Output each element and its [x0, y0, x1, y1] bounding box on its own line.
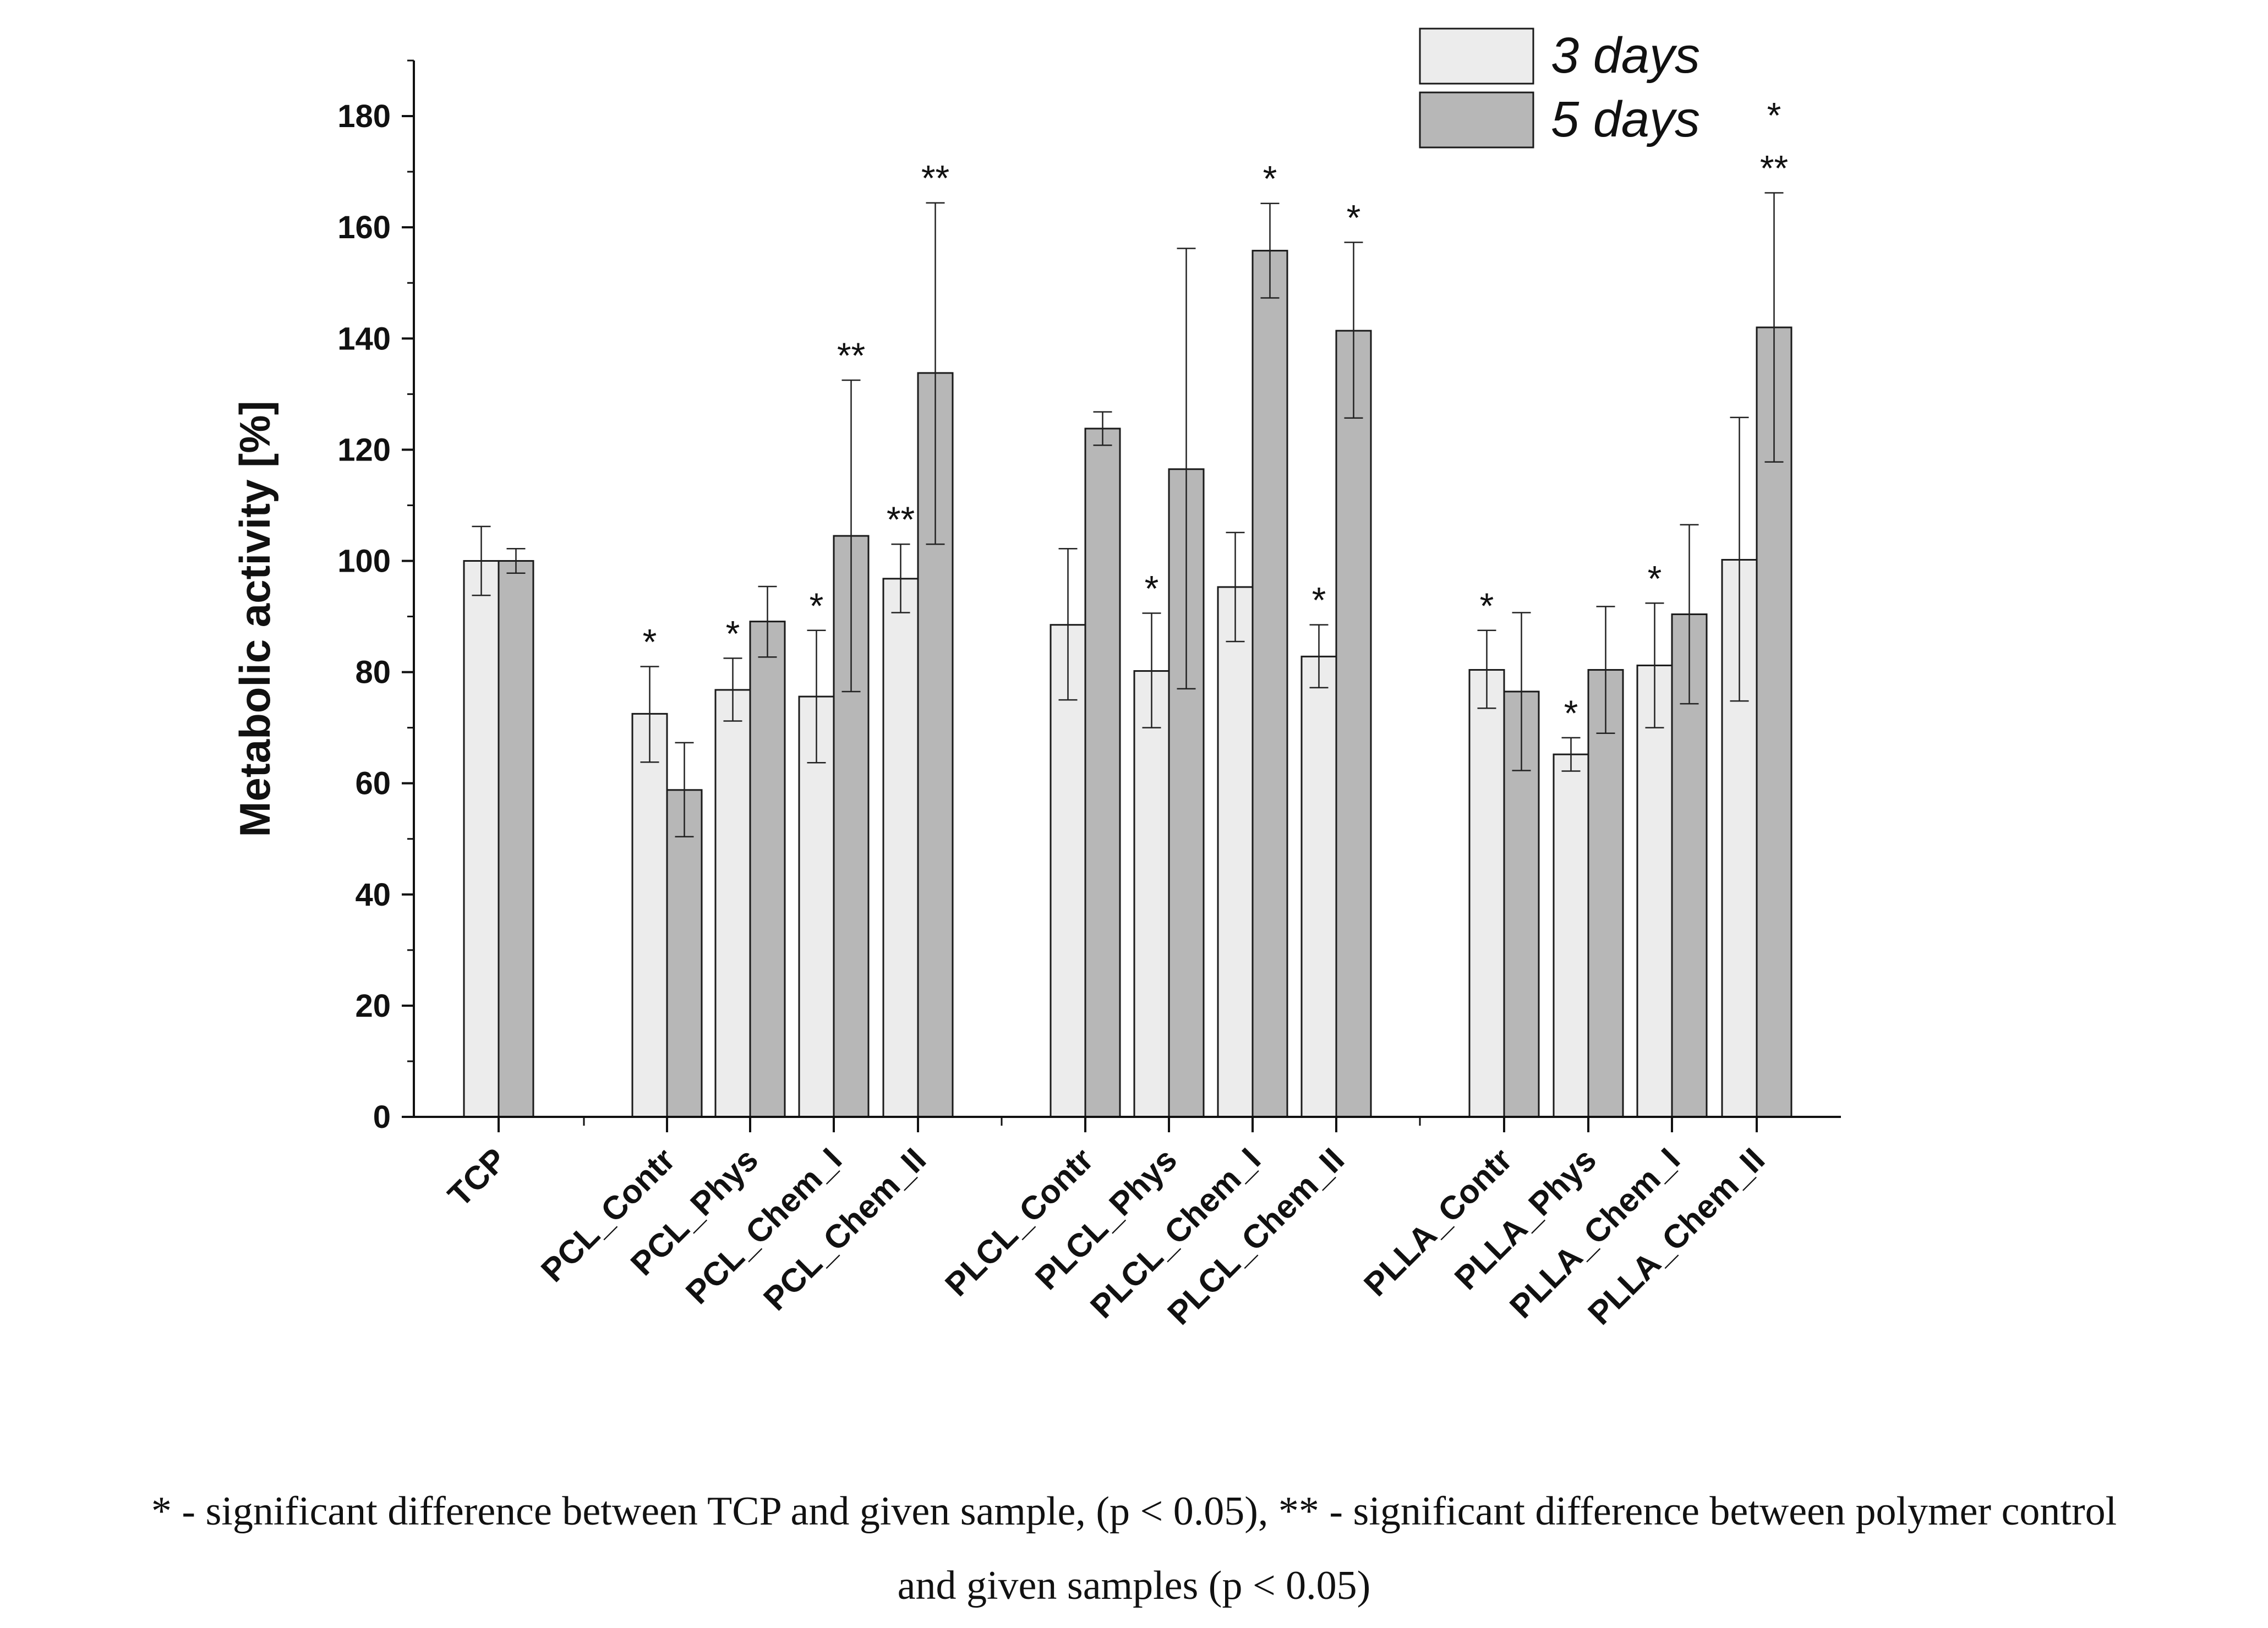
y-tick-label: 80 — [355, 655, 391, 690]
error-bar-plcl-phys-5-days — [1177, 248, 1196, 690]
bar-plcl-chem-ii-5-days — [1335, 330, 1372, 1118]
error-bar-pcl-phys-5-days — [758, 585, 777, 658]
error-bar-plla-contr-3-days — [1477, 629, 1496, 709]
error-bar-tcp-5-days — [506, 547, 526, 574]
bar-plla-chem-i-3-days — [1636, 664, 1673, 1118]
x-tick-label-tcp: TCP — [441, 1141, 513, 1214]
y-tick-label: 0 — [373, 1099, 391, 1135]
significance-marker-plcl-chem-ii-3-days: * — [1312, 580, 1326, 621]
significance-marker-plcl-phys-3-days: * — [1145, 568, 1159, 609]
bar-pcl-chem-i-5-days — [833, 535, 870, 1118]
footnote-line-2: and given samples (p < 0.05) — [897, 1563, 1371, 1608]
bar-pcl-phys-3-days — [714, 689, 751, 1118]
error-bar-plla-contr-5-days — [1512, 612, 1531, 771]
significance-marker-pcl-chem-i-5-days: ** — [837, 335, 865, 376]
error-bar-plcl-chem-ii-3-days — [1309, 624, 1329, 689]
y-axis-label: Metabolic activity [%] — [231, 401, 279, 837]
bar-plcl-chem-ii-3-days — [1300, 655, 1337, 1118]
error-bar-plla-chem-ii-3-days — [1730, 416, 1749, 702]
bar-tcp-5-days — [498, 560, 534, 1118]
error-bar-pcl-contr-3-days — [640, 666, 659, 763]
error-bar-pcl-chem-i-5-days — [841, 379, 861, 693]
error-bar-plla-chem-i-5-days — [1680, 524, 1699, 705]
footnote-line-1: * - significant difference between TCP a… — [151, 1489, 2117, 1534]
x-tick-label-plla-contr: PLLA_Contr — [1357, 1141, 1519, 1303]
footnote: * - significant difference between TCP a… — [0, 1474, 2268, 1623]
y-tick-label: 40 — [355, 877, 391, 913]
significance-marker-pcl-chem-i-3-days: * — [810, 585, 824, 626]
bar-pcl-chem-i-3-days — [798, 695, 835, 1118]
legend-swatch-3-days — [1419, 28, 1534, 85]
y-tick-label: 160 — [337, 210, 391, 245]
bar-pcl-chem-ii-3-days — [882, 578, 919, 1118]
significance-marker-plla-contr-3-days: * — [1480, 585, 1494, 626]
axes — [402, 59, 1841, 1132]
bar-pcl-contr-3-days — [631, 712, 668, 1118]
significance-marker-pcl-chem-ii-3-days: ** — [887, 499, 915, 540]
y-tick-label: 120 — [337, 432, 391, 468]
bar-plla-phys-5-days — [1587, 669, 1624, 1118]
error-bar-plla-chem-ii-5-days — [1764, 192, 1784, 463]
legend-swatch-5-days — [1419, 91, 1534, 149]
error-bars-layer — [472, 192, 1784, 837]
bar-pcl-phys-5-days — [749, 621, 786, 1118]
error-bar-plla-phys-5-days — [1596, 606, 1615, 734]
error-bar-pcl-contr-5-days — [675, 742, 694, 837]
y-tick-labels: 0 20 40 60 80 100 120 140 160 180 — [337, 98, 391, 1135]
y-tick-label: 140 — [337, 321, 391, 357]
significance-marker-plla-phys-3-days: * — [1564, 693, 1578, 733]
y-tick-label: 20 — [355, 988, 391, 1024]
error-bar-plcl-chem-i-5-days — [1260, 202, 1280, 299]
error-bar-plcl-contr-5-days — [1093, 411, 1112, 446]
significance-marker-plcl-chem-i-5-days: * — [1263, 158, 1277, 199]
error-bar-plcl-contr-3-days — [1058, 547, 1078, 701]
error-bar-plla-phys-3-days — [1561, 737, 1581, 772]
bars-layer — [463, 250, 1792, 1118]
legend-label-5-days: 5 days — [1551, 91, 1700, 147]
error-bar-tcp-3-days — [472, 525, 491, 596]
significance-markers: * ***** * ******* ***** — [643, 95, 1789, 733]
significance-marker-plla-chem-ii-5-days: * — [1767, 95, 1781, 136]
y-tick-label: 100 — [337, 543, 391, 579]
bar-plla-phys-3-days — [1553, 753, 1589, 1118]
significance-marker-plla-chem-i-3-days: * — [1648, 558, 1662, 599]
significance-marker-pcl-contr-3-days: * — [643, 621, 657, 662]
y-tick-label: 180 — [337, 98, 391, 134]
error-bar-pcl-phys-3-days — [723, 657, 742, 722]
error-bar-pcl-chem-ii-3-days — [891, 543, 910, 613]
bar-pcl-contr-5-days — [666, 789, 703, 1118]
bar-plcl-chem-i-3-days — [1217, 586, 1254, 1118]
significance-marker-pcl-phys-3-days: * — [726, 613, 740, 654]
bar-plcl-contr-3-days — [1050, 624, 1086, 1118]
legend-label-3-days: 3 days — [1551, 28, 1700, 84]
error-bar-plcl-chem-i-3-days — [1226, 531, 1245, 643]
error-bar-plcl-chem-ii-5-days — [1344, 242, 1363, 419]
bar-plcl-chem-i-5-days — [1252, 250, 1288, 1118]
legend: 3 days 5 days — [1419, 28, 1700, 149]
significance-marker-pcl-chem-ii-5-days: ** — [921, 158, 949, 199]
bar-tcp-3-days — [463, 560, 500, 1118]
error-bar-pcl-chem-ii-5-days — [926, 202, 945, 545]
error-bar-plla-chem-i-3-days — [1645, 602, 1664, 728]
error-bar-plcl-phys-3-days — [1142, 612, 1161, 728]
error-bar-pcl-chem-i-3-days — [807, 629, 826, 764]
significance-marker-plla-chem-ii-5-days: ** — [1760, 148, 1788, 189]
bar-plla-contr-3-days — [1468, 669, 1505, 1118]
x-tick-labels: TCP PCL_ContrPCL_PhysPCL_Chem_IPCL_Chem_I… — [441, 1141, 1772, 1332]
y-tick-label: 60 — [355, 766, 391, 802]
bar-plcl-contr-5-days — [1084, 427, 1121, 1118]
significance-marker-plcl-chem-ii-5-days: * — [1347, 197, 1361, 238]
x-tick-label-plcl-contr: PLCL_Contr — [938, 1141, 1100, 1303]
bar-plcl-phys-3-days — [1133, 670, 1170, 1118]
